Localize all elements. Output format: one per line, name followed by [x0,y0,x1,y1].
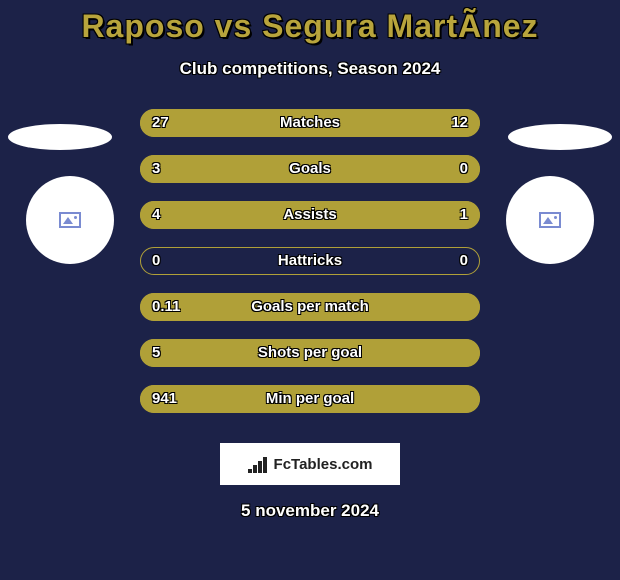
stat-row: 941Min per goal [140,385,480,413]
stat-row: 00Hattricks [140,247,480,275]
date-label: 5 november 2024 [0,501,620,521]
stat-row: 30Goals [140,155,480,183]
comparison-card: Raposo vs Segura MartÃ­nez Club competit… [0,0,620,580]
watermark-text: FcTables.com [274,456,373,473]
stat-label: Hattricks [140,247,480,275]
stat-label: Goals [140,155,480,183]
stat-row: 41Assists [140,201,480,229]
page-title: Raposo vs Segura MartÃ­nez [0,8,620,45]
stat-label: Matches [140,109,480,137]
subtitle: Club competitions, Season 2024 [0,59,620,79]
stat-row: 2712Matches [140,109,480,137]
stat-row: 5Shots per goal [140,339,480,367]
stat-label: Goals per match [140,293,480,321]
watermark: FcTables.com [220,443,400,485]
stats-area: 2712Matches 30Goals 41Assists 00Hattricks 0.… [0,109,620,431]
stat-label: Min per goal [140,385,480,413]
stat-rows: 2712Matches 30Goals 41Assists 00Hattricks 0.… [140,109,480,431]
bar-chart-icon [248,455,270,473]
stat-label: Shots per goal [140,339,480,367]
stat-label: Assists [140,201,480,229]
stat-row: 0.11Goals per match [140,293,480,321]
